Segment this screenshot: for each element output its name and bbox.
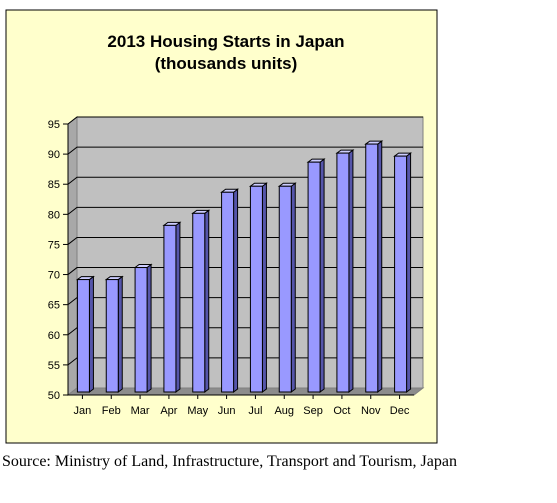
x-tick-label: Aug — [274, 405, 294, 417]
bar — [105, 279, 119, 393]
bar-side — [175, 221, 181, 393]
plot-side-wall — [67, 115, 78, 397]
bar-side — [319, 158, 325, 393]
y-tick-label: 75 — [48, 239, 60, 251]
bar — [365, 143, 379, 393]
x-tick-label: Mar — [131, 405, 150, 417]
x-tick-label: May — [187, 405, 208, 417]
bar-side — [290, 182, 296, 393]
bar-side — [261, 182, 267, 393]
gridline — [67, 146, 423, 155]
x-tick-label: Sep — [303, 405, 323, 417]
y-tick-label: 90 — [48, 149, 60, 161]
bar — [134, 267, 148, 393]
bar-side — [146, 263, 152, 393]
x-tick-label: Apr — [160, 405, 177, 417]
bar-side — [233, 188, 239, 393]
gridline — [67, 116, 423, 125]
bar — [221, 191, 235, 393]
bar — [336, 152, 350, 393]
y-tick-label: 60 — [48, 330, 60, 342]
bar — [192, 212, 206, 393]
bar-side — [117, 275, 123, 393]
y-tick-label: 85 — [48, 179, 60, 191]
x-tick-label: Feb — [102, 405, 121, 417]
y-tick-label: 95 — [48, 119, 60, 131]
bar — [249, 185, 263, 393]
x-tick-label: Jan — [74, 405, 92, 417]
x-tick-label: Dec — [390, 405, 410, 417]
y-tick-label: 50 — [48, 390, 60, 402]
bar-side — [406, 152, 412, 393]
chart-title-line1: 2013 Housing Starts in Japan — [107, 32, 344, 51]
bar-side — [204, 209, 210, 393]
x-tick-label: Jul — [248, 405, 262, 417]
y-tick-label: 55 — [48, 360, 60, 372]
bar — [76, 279, 90, 393]
bar — [278, 185, 292, 393]
x-tick-label: Nov — [361, 405, 381, 417]
chart-title-line2: (thousands units) — [155, 54, 298, 73]
chart: 2013 Housing Starts in Japan (thousands … — [5, 9, 438, 444]
bar-side — [348, 149, 354, 393]
x-tick-label: Oct — [333, 405, 350, 417]
y-tick-label: 65 — [48, 300, 60, 312]
bar — [394, 155, 408, 393]
y-tick-label: 70 — [48, 270, 60, 282]
bar-side — [377, 140, 383, 393]
bar — [163, 224, 177, 393]
source-note: Source: Ministry of Land, Infrastructure… — [2, 453, 457, 470]
x-tick-label: Jun — [218, 405, 236, 417]
plot-area: 50 55 60 65 70 75 80 85 90 95 Jan Feb Mar Apr May Jun Ju… — [48, 115, 425, 417]
y-tick-label: 80 — [48, 209, 60, 221]
bar-side — [88, 275, 94, 393]
bar — [307, 161, 321, 393]
